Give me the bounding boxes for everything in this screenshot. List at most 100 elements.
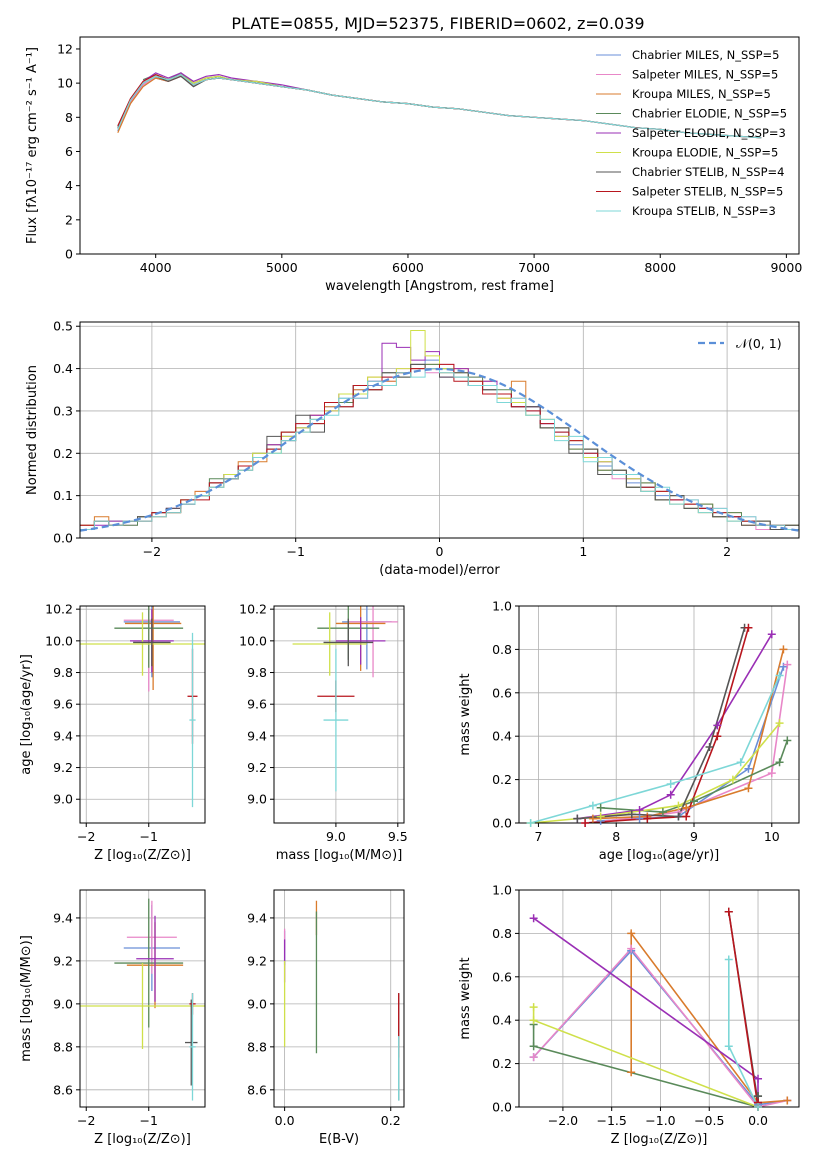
x-tick-label: 0.2 — [381, 1113, 401, 1128]
y-tick-label: 10.2 — [45, 602, 73, 617]
y-tick-label: 9.8 — [247, 665, 267, 680]
x-tick-label: 9.5 — [388, 829, 408, 844]
plus-marker — [581, 819, 590, 827]
x-tick-label: −1.5 — [597, 1113, 627, 1128]
plus-marker — [744, 784, 753, 793]
y-tick-label: 8.6 — [53, 1082, 73, 1097]
y-tick-label: 9.4 — [53, 728, 73, 743]
y-axis-label: Flux [fλ10⁻¹⁷ erg cm⁻² s⁻¹ A⁻¹] — [25, 47, 40, 244]
axes-frame — [518, 605, 800, 824]
plus-marker — [724, 907, 733, 916]
plus-marker — [674, 801, 683, 810]
y-tick-label: 0.6 — [492, 685, 512, 700]
weight-vs-age-plot-area — [530, 627, 789, 823]
y-tick-label: 1.0 — [492, 599, 512, 614]
y-tick-label: 6 — [65, 144, 73, 159]
plus-marker — [627, 929, 636, 938]
y-axis-label: mass weight — [458, 673, 473, 755]
plus-marker — [783, 660, 792, 669]
legend-entry: Kroupa MILES, N_SSP=5 — [632, 87, 771, 101]
legend-entry: Kroupa ELODIE, N_SSP=5 — [632, 146, 778, 160]
y-tick-label: 0.2 — [53, 446, 73, 461]
y-tick-label: 9.0 — [247, 996, 267, 1011]
model-spectrum-line — [117, 75, 585, 132]
plus-marker — [705, 743, 714, 752]
y-tick-label: 8.8 — [247, 1039, 267, 1054]
plus-marker — [775, 719, 784, 728]
x-tick-label: −2 — [77, 1113, 95, 1128]
x-tick-label: 4000 — [140, 260, 172, 275]
y-tick-label: 12 — [57, 41, 73, 56]
y-tick-label: 9.6 — [247, 697, 267, 712]
legend-entry: 𝒩(0, 1) — [736, 336, 782, 351]
weight-vs-age-panel: 7 8 9 10 0.0 0.2 0.4 0.6 0.8 1.0 age [log₁₀(age/yr… — [458, 599, 800, 863]
age-vs-Z-plot-area — [80, 606, 205, 808]
axes-frame — [79, 889, 206, 1108]
y-tick-label: 9.4 — [247, 910, 267, 925]
plus-marker — [596, 803, 605, 812]
plus-marker — [666, 790, 675, 799]
x-axis-label: age [log₁₀(age/yr)] — [599, 848, 720, 863]
plus-marker — [658, 808, 667, 817]
plus-marker — [682, 812, 691, 821]
y-tick-label: 1.0 — [492, 883, 512, 898]
y-tick-label: 4 — [65, 178, 73, 193]
plus-marker — [674, 812, 683, 821]
x-tick-label: 10 — [764, 829, 780, 844]
mass-vs-Z-plot-area — [80, 898, 205, 1101]
plus-marker — [635, 814, 644, 823]
x-tick-label: 8000 — [644, 260, 676, 275]
x-tick-label: 8 — [612, 829, 620, 844]
y-tick-label: 8.6 — [247, 1082, 267, 1097]
plus-marker — [744, 764, 753, 773]
axes-frame — [79, 36, 800, 255]
model-spectrum-line — [117, 75, 585, 133]
plus-marker — [713, 732, 722, 741]
plus-marker — [588, 801, 597, 810]
y-tick-label: 0.0 — [492, 1100, 512, 1115]
plus-marker — [713, 721, 722, 730]
y-tick-label: 0.3 — [53, 403, 73, 418]
plus-marker — [529, 1053, 538, 1062]
y-tick-label: 9.6 — [53, 697, 73, 712]
y-tick-label: 0.1 — [53, 488, 73, 503]
y-axis-label: mass [log₁₀(M/M⊙)] — [19, 935, 34, 1062]
x-tick-label: 2 — [723, 544, 731, 559]
mass-weight-line — [530, 675, 781, 823]
x-tick-label: −1 — [140, 829, 158, 844]
y-axis-label: age [log₁₀(age/yr)] — [19, 654, 34, 775]
plus-marker — [775, 671, 784, 680]
axes-frame — [273, 889, 405, 1108]
residuals-panel: −2 −1 0 1 2 0.0 0.1 0.2 0.3 0.4 0.5 (data-model)/er… — [25, 319, 800, 578]
figure-title: PLATE=0855, MJD=52375, FIBERID=0602, z=0… — [231, 14, 644, 33]
x-tick-label: −0.5 — [694, 1113, 724, 1128]
model-spectrum-line — [142, 72, 484, 113]
plus-marker — [779, 645, 788, 654]
plus-marker — [754, 1074, 763, 1083]
x-axis-label: Z [log₁₀(Z/Z⊙)] — [94, 1132, 191, 1147]
y-tick-label: 2 — [65, 212, 73, 227]
plus-marker — [728, 775, 737, 784]
plus-marker — [627, 810, 636, 819]
y-tick-label: 0 — [65, 247, 73, 262]
plus-marker — [529, 1042, 538, 1051]
plus-marker — [682, 803, 691, 812]
y-tick-label: 8 — [65, 110, 73, 125]
plus-marker — [666, 779, 675, 788]
legend-entry: Chabrier MILES, N_SSP=5 — [632, 48, 779, 62]
y-tick-label: 9.4 — [247, 728, 267, 743]
x-tick-label: −2 — [77, 829, 95, 844]
y-tick-label: 9.2 — [247, 953, 267, 968]
y-tick-label: 9.0 — [53, 996, 73, 1011]
x-tick-label: 9 — [690, 829, 698, 844]
y-tick-label: 9.8 — [53, 665, 73, 680]
y-tick-label: 0.8 — [492, 642, 512, 657]
plus-marker — [529, 1003, 538, 1012]
plus-marker — [767, 769, 776, 778]
axes-frame — [518, 889, 800, 1108]
axes-frame — [273, 605, 405, 824]
axes-frame — [79, 605, 206, 824]
plus-marker — [783, 1096, 792, 1105]
legend-entry: Salpeter MILES, N_SSP=5 — [632, 68, 778, 82]
x-tick-label: 6000 — [392, 260, 424, 275]
